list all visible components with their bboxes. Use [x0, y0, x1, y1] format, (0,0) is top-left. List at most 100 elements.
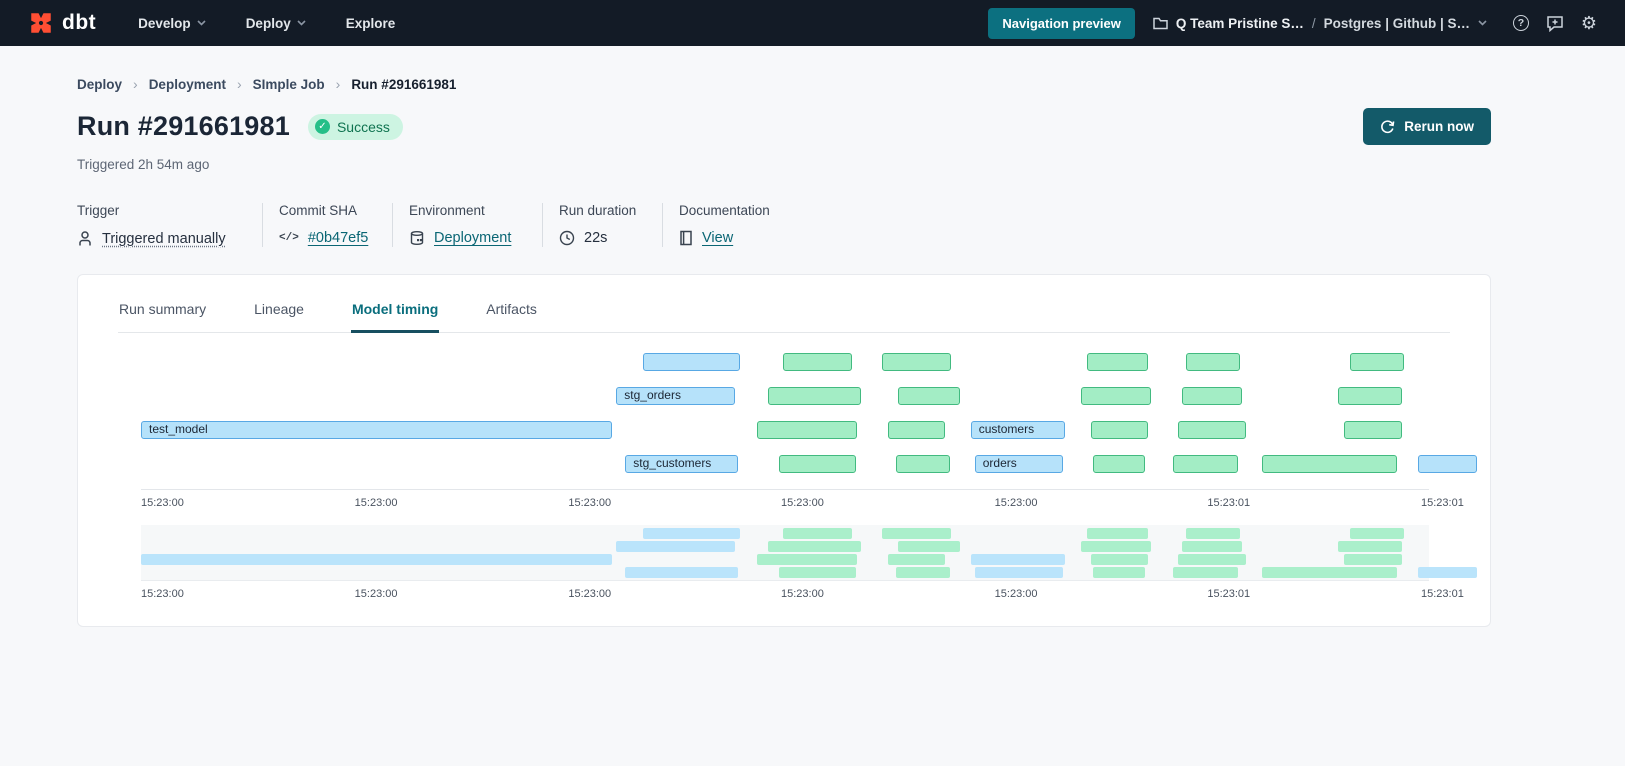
nav-item-deploy[interactable]: Deploy: [246, 16, 306, 31]
meta-commit-sha: Commit SHA </> #0b47ef5: [262, 203, 392, 247]
gantt-bar[interactable]: [897, 387, 960, 405]
database-icon: [409, 230, 425, 246]
minimap-bar: [1173, 567, 1239, 578]
gantt-bar[interactable]: [1090, 421, 1149, 439]
gantt-bar-orders[interactable]: orders: [974, 455, 1063, 473]
gantt-bar[interactable]: [778, 455, 856, 473]
tab-bar: Run summary Lineage Model timing Artifac…: [118, 275, 1450, 333]
model-timing-chart: stg_orders test_model customers stg_custome…: [141, 353, 1477, 602]
tab-artifacts[interactable]: Artifacts: [486, 301, 537, 317]
clock-icon: [559, 230, 575, 246]
breadcrumb-current-run: Run #291661981: [325, 76, 456, 92]
commit-sha-link[interactable]: #0b47ef5: [307, 230, 369, 246]
project-name: Postgres | Github | S…: [1323, 15, 1470, 31]
tab-lineage[interactable]: Lineage: [254, 301, 304, 317]
gantt-bar[interactable]: [643, 353, 741, 371]
environment-link[interactable]: Deployment: [434, 230, 512, 246]
refresh-icon: [1381, 120, 1395, 134]
minimap-row: [141, 528, 1429, 539]
minimap-bar-customers: [970, 554, 1065, 565]
breadcrumb-deploy[interactable]: Deploy: [77, 76, 123, 92]
time-axis-line: [141, 489, 1429, 490]
account-separator: /: [1311, 15, 1316, 31]
gantt-bar[interactable]: [1182, 387, 1243, 405]
axis-tick-label: 15:23:01: [1421, 588, 1464, 600]
help-icon[interactable]: ?: [1511, 13, 1531, 33]
gantt-bar-stg_customers[interactable]: stg_customers: [625, 455, 739, 473]
axis-tick-label: 15:23:00: [568, 497, 612, 509]
gantt-bar[interactable]: [895, 455, 950, 473]
nav-item-label: Explore: [345, 15, 396, 31]
minimap-row: [141, 554, 1429, 565]
rerun-now-button[interactable]: Rerun now: [1363, 108, 1491, 145]
minimap-row: [141, 567, 1477, 578]
gantt-bar[interactable]: [782, 353, 852, 371]
tab-run-summary[interactable]: Run summary: [119, 301, 207, 317]
meta-environment: Environment Deployment: [392, 203, 542, 247]
gantt-rows: stg_orders test_model customers stg_custome…: [141, 353, 1477, 473]
breadcrumb: Deploy Deployment SImple Job Run #291661…: [77, 76, 1491, 93]
rerun-now-label: Rerun now: [1404, 119, 1474, 134]
gantt-row: stg_customers orders: [141, 455, 1477, 473]
minimap-bar: [1338, 541, 1403, 552]
tab-model-timing[interactable]: Model timing: [350, 275, 440, 333]
minimap-bar: [1086, 528, 1149, 539]
minimap-bar: [1090, 554, 1149, 565]
page-title: Run #291661981: [77, 111, 290, 141]
status-label: Success: [336, 118, 390, 135]
gantt-bar[interactable]: [881, 353, 951, 371]
minimap-bar: [1182, 541, 1243, 552]
minimap-bar: [1186, 528, 1241, 539]
run-tabs-card: Run summary Lineage Model timing Artifac…: [77, 274, 1491, 627]
gantt-bar-label: orders: [982, 456, 1017, 470]
minimap-bar: [881, 528, 951, 539]
gantt-bar[interactable]: [1186, 353, 1241, 371]
gantt-bar[interactable]: [1338, 387, 1403, 405]
meta-label: Trigger: [77, 203, 120, 218]
minimap-row: [141, 541, 1429, 552]
gantt-bar[interactable]: [1086, 353, 1149, 371]
gantt-bar[interactable]: [767, 387, 861, 405]
minimap-bar: [778, 567, 856, 578]
nav-item-develop[interactable]: Develop: [138, 16, 206, 31]
gantt-bar-customers[interactable]: customers: [970, 421, 1065, 439]
run-meta-row: Trigger Triggered manually Commit SHA </…: [77, 203, 1491, 247]
navigation-preview-button[interactable]: Navigation preview: [988, 7, 1135, 39]
feedback-icon[interactable]: [1545, 13, 1565, 33]
minimap-bar: [1080, 541, 1152, 552]
axis-tick-label: 15:23:00: [354, 588, 398, 600]
settings-gear-icon[interactable]: ⚙: [1580, 13, 1598, 33]
chevron-down-icon: [197, 20, 206, 26]
gantt-bar[interactable]: [1173, 455, 1239, 473]
success-check-icon: ✓: [314, 119, 330, 134]
gantt-bar[interactable]: [1344, 421, 1403, 439]
gantt-bar-test_model[interactable]: test_model: [141, 421, 613, 439]
gantt-bar[interactable]: [1418, 455, 1477, 473]
meta-label: Environment: [409, 203, 485, 218]
meta-documentation: Documentation View: [662, 203, 802, 247]
gantt-bar[interactable]: [1262, 455, 1398, 473]
breadcrumb-simple-job[interactable]: SImple Job: [226, 76, 325, 92]
gantt-bar-label: stg_customers: [633, 456, 712, 470]
gantt-bar-stg_orders[interactable]: stg_orders: [616, 387, 736, 405]
minimap-bar: [643, 528, 741, 539]
gantt-bar[interactable]: [1092, 455, 1146, 473]
folder-icon: [1153, 17, 1168, 29]
gantt-bar[interactable]: [1080, 387, 1152, 405]
gantt-bar[interactable]: [1350, 353, 1404, 371]
nav-item-explore[interactable]: Explore: [346, 16, 396, 31]
time-axis-labels: 15:23:00 15:23:00 15:23:00 15:23:00 15:23:00…: [141, 497, 1464, 511]
documentation-view-link[interactable]: View: [702, 230, 734, 246]
minimap-axis-labels: 15:23:00 15:23:00 15:23:00 15:23:00 15:23:00…: [141, 588, 1464, 602]
gantt-bar[interactable]: [1178, 421, 1247, 439]
minimap-bar: [1092, 567, 1146, 578]
account-project-selector[interactable]: Q Team Pristine S… / Postgres | Github |…: [1153, 16, 1487, 31]
dbt-logo[interactable]: dbt: [28, 10, 96, 36]
minimap-bar-orders: [974, 567, 1063, 578]
person-icon: [77, 230, 93, 247]
gantt-bar[interactable]: [887, 421, 945, 439]
breadcrumb-deployment[interactable]: Deployment: [122, 76, 226, 92]
axis-tick-label: 15:23:00: [781, 497, 824, 509]
gantt-bar-label: customers: [978, 422, 1035, 436]
gantt-bar[interactable]: [757, 421, 857, 439]
